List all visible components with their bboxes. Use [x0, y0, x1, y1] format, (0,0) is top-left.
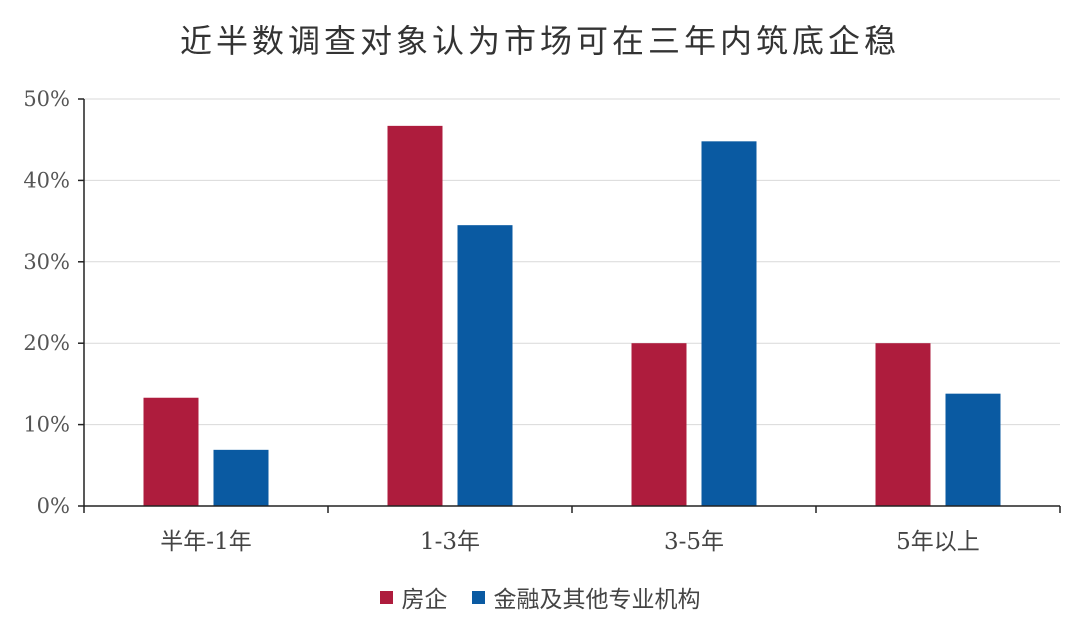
bar-series1: [143, 397, 199, 506]
legend-item: 房企: [379, 580, 448, 614]
y-tick-label: 30%: [23, 250, 70, 274]
bar-series1: [875, 343, 931, 506]
y-tick-label: 0%: [37, 494, 70, 518]
legend-swatch: [379, 590, 393, 604]
axes: [78, 98, 1061, 513]
bar-series1: [631, 343, 687, 506]
y-tick-label: 20%: [23, 331, 70, 355]
x-axis-labels: 半年-1年 1-3年 3-5年 5年以上: [160, 529, 980, 555]
legend-swatch: [471, 590, 485, 604]
legend-label: 金融及其他专业机构: [493, 587, 701, 613]
bar-series2: [213, 449, 269, 506]
legend-label: 房企: [401, 587, 448, 613]
bar-series2: [701, 141, 757, 506]
x-category-label: 半年-1年: [160, 529, 251, 555]
y-tick-label: 10%: [23, 413, 70, 437]
y-axis-ticks: 0% 10% 20% 30% 40% 50%: [23, 87, 70, 518]
bar-series1: [387, 125, 443, 506]
bar-series2: [945, 393, 1001, 506]
bars: [143, 125, 1001, 507]
x-category-label: 5年以上: [896, 529, 980, 555]
bar-series2: [457, 225, 513, 507]
y-tick-label: 50%: [23, 87, 70, 111]
x-category-label: 3-5年: [664, 529, 724, 555]
x-category-label: 1-3年: [420, 529, 480, 555]
chart-title: 近半数调查对象认为市场可在三年内筑底企稳: [179, 22, 900, 60]
legend-item: 金融及其他专业机构: [471, 580, 701, 614]
legend: 房企 金融及其他专业机构: [0, 580, 1080, 614]
y-tick-label: 40%: [23, 168, 70, 192]
